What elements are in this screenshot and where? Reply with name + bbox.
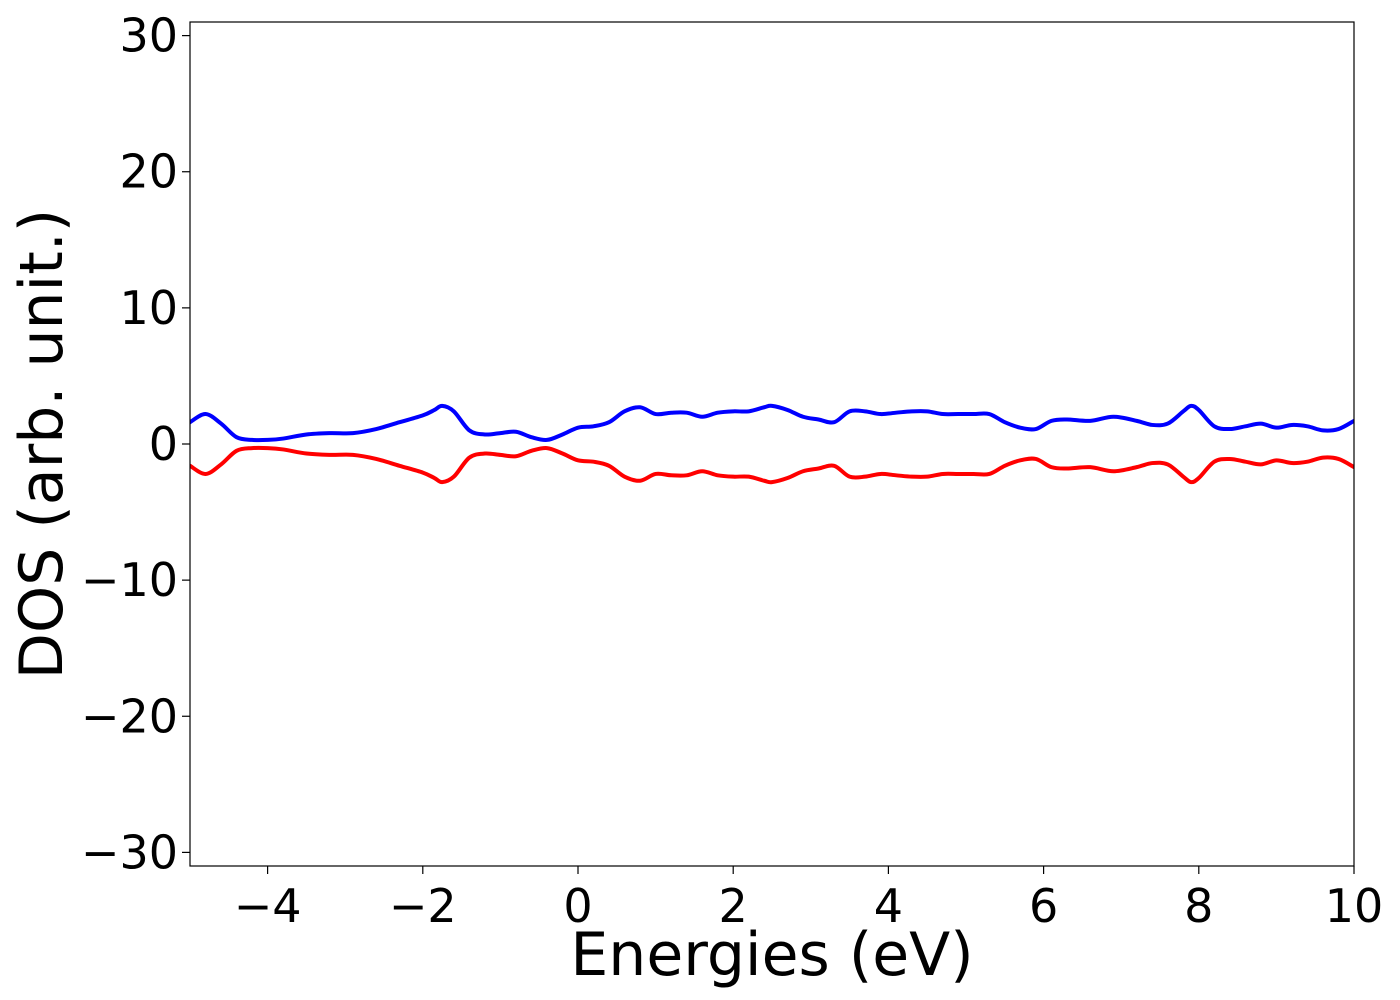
y-tick-label: −10 [81,553,178,607]
y-tick-label: −20 [81,689,178,743]
x-tick-label: 0 [563,879,592,933]
y-tick-label: 0 [149,417,178,471]
x-tick-label: 10 [1325,879,1384,933]
x-tick-label: −4 [234,879,302,933]
series-line-1 [190,403,1354,443]
y-axis-title: DOS (arb. unit.) [7,209,77,679]
y-tick-label: 10 [119,281,178,335]
y-tick-label: 30 [119,9,178,63]
x-tick-label: −2 [389,879,457,933]
x-tick-label: 4 [874,879,903,933]
x-tick-label: 6 [1029,879,1058,933]
y-tick-label: 20 [119,145,178,199]
x-axis-title: Energies (eV) [570,920,973,990]
x-tick-label: 8 [1184,879,1213,933]
y-tick-label: −30 [81,825,178,879]
x-tick-label: 2 [719,879,748,933]
x-axis: −4 −2 0 2 4 6 8 10 [234,866,1384,933]
y-axis: 30 20 10 0 −10 −20 −30 [81,9,190,879]
series-line-2 [190,445,1354,485]
series-layer [190,403,1354,485]
